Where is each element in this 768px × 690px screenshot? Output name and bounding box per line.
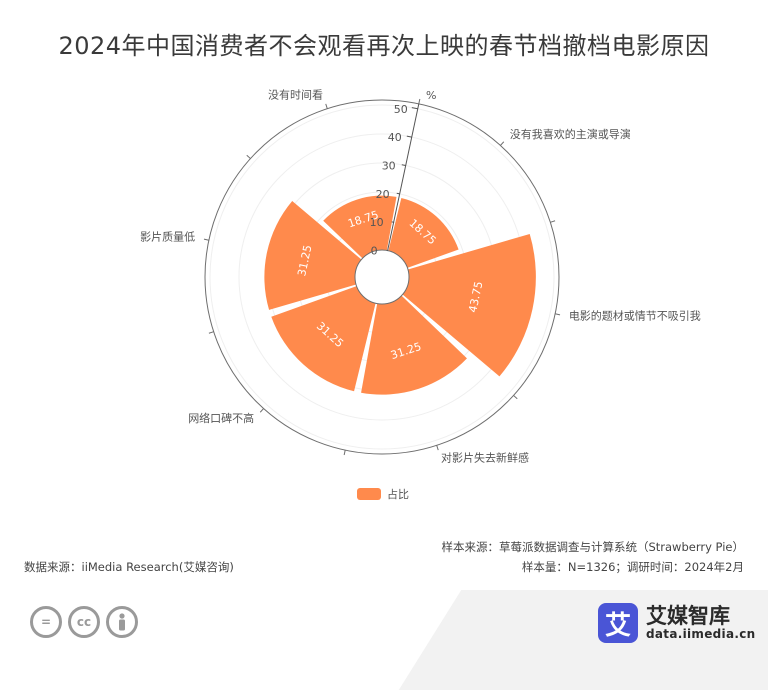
outer-tick — [344, 450, 345, 455]
category-label-0: 没有我喜欢的主演或导演 — [510, 127, 631, 141]
outer-tick — [437, 445, 439, 450]
radial-tick-label-3: 30 — [382, 159, 396, 172]
cc-icon: cc — [68, 606, 100, 638]
radial-tick — [397, 193, 400, 194]
category-label-2: 对影片失去新鲜感 — [441, 451, 529, 465]
data-source: 数据来源：iiMedia Research(艾媒咨询) — [24, 559, 234, 575]
outer-tick — [209, 332, 214, 334]
sample-source: 样本来源：草莓派数据调查与计算系统（Strawberry Pie） — [441, 539, 744, 555]
category-label-3: 网络口碑不高 — [188, 411, 254, 425]
radial-tick-label-4: 40 — [388, 131, 402, 144]
center-hole — [355, 250, 409, 304]
sample-size: 样本量：N=1326；调研时间：2024年2月 — [522, 559, 744, 575]
license-icons: = cc — [30, 606, 138, 638]
legend-swatch — [357, 488, 381, 500]
radial-tick-label-0: 0 — [371, 245, 378, 258]
brand-url: data.iimedia.cn — [646, 627, 755, 641]
category-label-4: 影片质量低 — [140, 230, 195, 243]
radial-tick-label-5: 50 — [394, 103, 408, 116]
category-label-5: 没有时间看 — [268, 87, 323, 101]
outer-tick — [247, 155, 251, 158]
category-label-1: 电影的题材或情节不吸引我 — [569, 309, 701, 323]
radial-tick — [402, 165, 406, 166]
outer-tick — [555, 314, 560, 315]
brand-logo: 艾 — [598, 603, 638, 643]
equals-icon: = — [30, 606, 62, 638]
outer-tick — [500, 142, 503, 146]
radial-tick-label-2: 20 — [376, 188, 390, 201]
chart-legend[interactable]: 占比 — [357, 486, 409, 502]
legend-label: 占比 — [387, 486, 409, 502]
radial-unit-label: % — [426, 89, 436, 102]
outer-tick — [326, 104, 328, 109]
outer-tick — [204, 239, 209, 240]
brand: 艾 艾媒智库 data.iimedia.cn — [598, 603, 755, 643]
chart-bars — [264, 196, 536, 395]
radial-tick — [407, 136, 412, 137]
outer-tick — [260, 409, 263, 413]
outer-tick — [550, 221, 555, 223]
brand-name: 艾媒智库 — [646, 605, 755, 627]
radial-tick — [412, 108, 418, 109]
person-icon — [106, 606, 138, 638]
outer-tick — [419, 99, 420, 104]
outer-tick — [514, 395, 518, 398]
